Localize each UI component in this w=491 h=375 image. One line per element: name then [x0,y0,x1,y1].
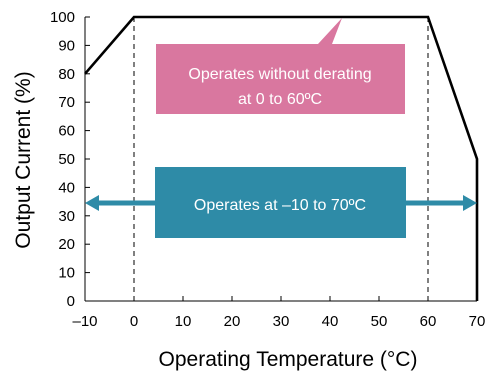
x-tick-label: 50 [371,313,388,330]
y-tick-label: 20 [58,236,75,253]
left-arrow-icon [85,195,156,211]
y-tick-label: 0 [67,293,75,310]
operating-range-callout [155,167,406,238]
y-tick-label: 70 [58,94,75,111]
x-tick-label: 30 [273,313,290,330]
derating-curve [84,15,479,301]
y-tick-label: 30 [58,208,75,225]
x-tick-label: 40 [322,313,339,330]
x-tick-label: 0 [130,313,138,330]
right-arrow-icon [405,195,477,211]
y-tick-label: 90 [58,37,75,54]
no-derating-callout [156,18,405,114]
x-tick-label: 20 [224,313,241,330]
y-tick-label: 60 [58,123,75,140]
y-tick-label: 80 [58,66,75,83]
x-axis-title: Operating Temperature (°C) [159,348,418,371]
y-tick-label: 10 [58,265,75,282]
y-tick-label: 100 [50,9,75,26]
x-tick-label: 10 [175,313,192,330]
y-tick-label: 40 [58,179,75,196]
operating-range-label: Operates at –10 to 70ºC [194,197,366,214]
no-derating-line2: at 0 to 60ºC [238,91,322,108]
x-axis-ticks: –10 0 10 20 30 40 50 60 70 [72,296,485,330]
y-tick-label: 50 [58,151,75,168]
x-tick-label: 60 [420,313,437,330]
y-axis-ticks: 0 10 20 30 40 50 60 70 80 90 100 [50,9,90,310]
x-tick-label: 70 [469,313,486,330]
no-derating-line1: Operates without derating [188,66,371,83]
y-axis-title: Output Current (%) [12,71,35,248]
x-tick-label: –10 [72,313,97,330]
